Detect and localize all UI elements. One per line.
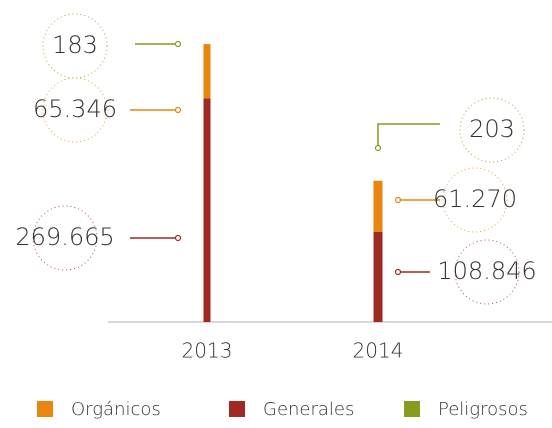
bar-segment <box>204 44 211 98</box>
value-label: 65.346 <box>33 95 117 123</box>
leader-dot <box>176 236 181 241</box>
bar-segment <box>374 181 383 232</box>
value-label: 61.270 <box>433 185 517 213</box>
x-tick-label: 2014 <box>353 339 404 363</box>
legend-swatch <box>229 401 245 417</box>
value-label: 108.846 <box>437 257 536 285</box>
bar-segment <box>204 98 211 322</box>
legend-swatch <box>37 401 53 417</box>
value-label: 183 <box>52 31 98 59</box>
leader-dot <box>176 108 181 113</box>
bar-segment <box>374 232 383 322</box>
value-label: 269.665 <box>15 223 114 251</box>
leader-dot <box>396 270 401 275</box>
legend-swatch <box>404 401 420 417</box>
leader-dot <box>176 42 181 47</box>
leader-dot <box>376 146 381 151</box>
legend-label: Peligrosos <box>438 399 528 420</box>
legend-label: Generales <box>263 399 354 420</box>
x-tick-label: 2013 <box>182 339 233 363</box>
value-label: 203 <box>469 115 515 143</box>
leader-dot <box>396 198 401 203</box>
legend-label: Orgánicos <box>71 399 161 420</box>
leader-line <box>378 124 440 148</box>
